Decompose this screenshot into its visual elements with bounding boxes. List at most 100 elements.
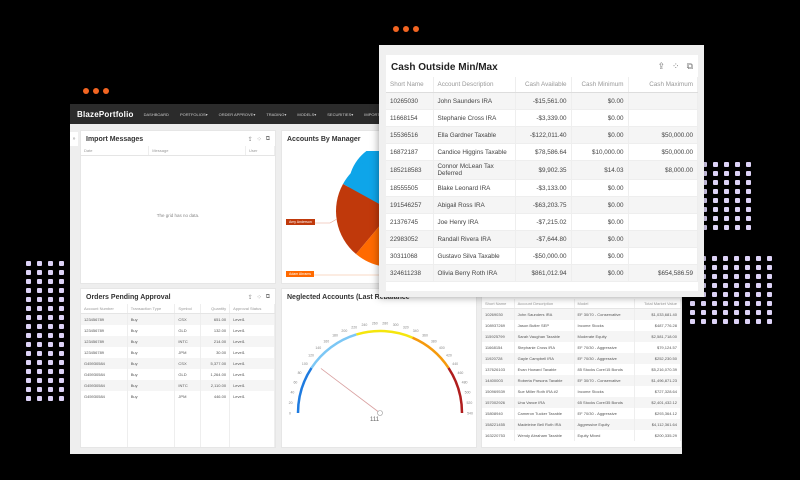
table-row[interactable]: 22983052 Randall Rivera IRA -$7,644.80 $0.0… <box>386 230 698 248</box>
column-header[interactable]: Message <box>148 146 246 156</box>
table-row[interactable]: 163220753 Wendy Abraham Taxable Equity Mix… <box>482 429 682 441</box>
table-cell: Sue Miller Roth IRA #2 <box>514 385 575 397</box>
table-cell: $0.00 <box>571 196 629 214</box>
pie-label-adam-abrams: Adam Abrams <box>286 271 314 277</box>
table-cell: $1,033,681.40 <box>634 308 682 320</box>
table-row[interactable]: 21376745 Joe Henry IRA -$7,215.02 $0.00 <box>386 213 698 231</box>
table-row[interactable]: 123456789 Buy JPM 30.00 Level1 <box>81 346 275 358</box>
column-header[interactable]: Short Name <box>482 299 515 309</box>
table-cell: Jason Butler SEP <box>514 319 575 331</box>
column-header[interactable]: Cash Available <box>515 77 572 93</box>
table-row[interactable]: 324611238 Olivia Berry Roth IRA $861,012.9… <box>386 264 698 282</box>
popout-icon[interactable]: ⧉ <box>265 136 270 142</box>
table-cell: Level1 <box>229 313 275 325</box>
table-cell: Olivia Berry Roth IRA <box>433 264 516 282</box>
expand-icon[interactable]: ⁘ <box>256 137 262 143</box>
column-header[interactable]: Short Name <box>386 77 434 93</box>
table-row[interactable]: 123456789 Buy INTC 214.00 Level1 <box>81 335 275 347</box>
table-cell: $14.03 <box>571 160 629 180</box>
column-header[interactable]: Symbol <box>174 304 202 314</box>
svg-text:500: 500 <box>465 391 471 395</box>
column-header[interactable]: Account Description <box>433 77 516 93</box>
table-row[interactable]: 11920728 Gayle Campbell IRA EF 70/30 - Agg… <box>482 352 682 364</box>
nav-import[interactable]: IMPORT▾ <box>364 111 382 117</box>
table-cell: $293,364.12 <box>634 407 682 419</box>
export-icon[interactable]: ⇪ <box>657 61 666 71</box>
table-row[interactable]: 150969539 Sue Miller Roth IRA #2 Income St… <box>482 385 682 397</box>
export-icon[interactable]: ⇪ <box>247 295 253 301</box>
table-row[interactable]: G45930584 Buy CSX 5,377.00 Level1 <box>81 357 275 369</box>
table-row[interactable]: 115925799 Sarah Vaughan Taxable Moderate E… <box>482 330 682 342</box>
table-row[interactable]: 18555505 Blake Leonard IRA -$3,133.00 $0.00 <box>386 179 698 197</box>
table-row[interactable]: 11668154 Stephanie Cross IRA -$3,339.00 $0.… <box>386 109 698 127</box>
table-cell <box>628 179 698 197</box>
column-header[interactable]: Account Number <box>81 304 128 314</box>
popout-icon[interactable]: ⧉ <box>265 294 270 300</box>
table-row[interactable]: 137626103 Evan Howard Taxable 85 Stocks Co… <box>482 363 682 375</box>
gauge-value: 111 <box>370 417 380 423</box>
column-header[interactable]: Total Market Value <box>634 299 682 309</box>
nav-dashboard[interactable]: DASHBOARD <box>143 111 169 117</box>
svg-text:220: 220 <box>351 325 357 329</box>
column-header[interactable]: User <box>245 146 276 156</box>
sidebar-toggle-button[interactable]: » <box>70 132 78 146</box>
table-row[interactable]: 185218583 Connor McLean Tax Deferred $9,90… <box>386 160 698 180</box>
table-row[interactable]: 158221455 Madeleine Bell Roth IRA Aggressi… <box>482 418 682 430</box>
table-cell: 5,377.00 <box>200 357 231 369</box>
column-header[interactable]: Transaction Type <box>127 304 176 314</box>
table-row[interactable]: 157002926 Una Vance IRA 65 Stocks Core/35 … <box>482 396 682 408</box>
table-row[interactable]: 11668154 Stephanie Cross IRA EF 70/30 - Ag… <box>482 341 682 353</box>
table-cell: Sarah Vaughan Taxable <box>514 330 575 342</box>
pie-label-amy-anderson: Amy Anderson <box>286 219 315 225</box>
popout-icon[interactable]: ⧉ <box>686 61 693 71</box>
table-row[interactable]: 191546257 Abigail Ross IRA -$63,203.75 $0.0… <box>386 196 698 214</box>
table-row[interactable]: 10265030 John Saunders IRA -$15,561.00 $0.0… <box>386 92 698 110</box>
table-cell: Madeleine Bell Roth IRA <box>514 418 575 430</box>
table-cell: 2,110.00 <box>200 379 231 391</box>
column-header[interactable]: Date <box>81 146 150 156</box>
table-cell: Roberta Parsons Taxable <box>514 374 575 386</box>
table-row[interactable]: 123456789 Buy CSX 651.00 Level1 <box>81 313 275 325</box>
nav-order-approve[interactable]: ORDER APPROVE▾ <box>218 111 256 117</box>
column-header[interactable]: Cash Maximum <box>628 77 698 93</box>
svg-text:420: 420 <box>446 354 452 358</box>
decor-dotgrid-right <box>702 162 751 230</box>
table-cell: Wendy Abraham Taxable <box>514 429 575 441</box>
column-header[interactable]: Account Description <box>514 299 575 309</box>
table-cell: EF 30/70 - Conservative <box>574 308 635 320</box>
table-cell: 18555505 <box>386 179 434 197</box>
table-row[interactable]: 30311068 Gustavo Silva Taxable -$50,000.00… <box>386 247 698 265</box>
table-row[interactable]: G45930584 Buy GLD 1,264.00 Level1 <box>81 368 275 380</box>
column-header[interactable]: Quantity <box>200 304 231 314</box>
table-cell: Level1 <box>229 379 275 391</box>
table-cell: 85 Stocks Core/15 Bonds <box>574 363 635 375</box>
table-cell: 123456789 <box>81 313 128 325</box>
panel-title: Accounts By Manager <box>287 136 361 143</box>
nav-trading[interactable]: TRADING▾ <box>266 111 287 117</box>
table-cell: 11668154 <box>386 109 434 127</box>
table-row[interactable]: 108937269 Jason Butler SEP Income Stocks $4… <box>482 319 682 331</box>
table-row[interactable]: 16872187 Candice Higgins Taxable $78,586.6… <box>386 143 698 161</box>
table-row[interactable]: 10269030 John Saunders IRA EF 30/70 - Cons… <box>482 308 682 320</box>
table-cell: Buy <box>127 379 176 391</box>
column-header[interactable]: Model <box>574 299 635 309</box>
column-header[interactable]: Cash Minimum <box>571 77 629 93</box>
table-row[interactable]: 15808940 Cameron Tucker Taxable EF 70/30 -… <box>482 407 682 419</box>
nav-models[interactable]: MODELS▾ <box>297 111 317 117</box>
export-icon[interactable]: ⇪ <box>247 137 253 143</box>
table-cell: -$122,011.40 <box>515 126 572 144</box>
column-header[interactable]: Approval Status <box>229 304 275 314</box>
table-cell: 185218583 <box>386 160 434 180</box>
table-row[interactable]: G45930584 Buy JPM 446.00 Level1 <box>81 390 275 402</box>
table-row[interactable]: 123456789 Buy GLD 132.00 Level1 <box>81 324 275 336</box>
cash-outside-minmax-card: Cash Outside Min/Max ⇪ ⁘ ⧉ Short Name Ac… <box>379 45 704 297</box>
nav-securities[interactable]: SECURITIES▾ <box>327 111 354 117</box>
nav-portfolios[interactable]: PORTFOLIOS▾ <box>179 111 208 117</box>
table-row[interactable]: 15536516 Ella Gardner Taxable -$122,011.40… <box>386 126 698 144</box>
expand-icon[interactable]: ⁘ <box>672 61 680 71</box>
table-cell: GLD <box>174 368 202 380</box>
table-cell: -$50,000.00 <box>515 247 572 265</box>
table-row[interactable]: G45930584 Buy INTC 2,110.00 Level1 <box>81 379 275 391</box>
expand-icon[interactable]: ⁘ <box>256 295 262 301</box>
table-row[interactable]: 14400003 Roberta Parsons Taxable EF 30/70 … <box>482 374 682 386</box>
